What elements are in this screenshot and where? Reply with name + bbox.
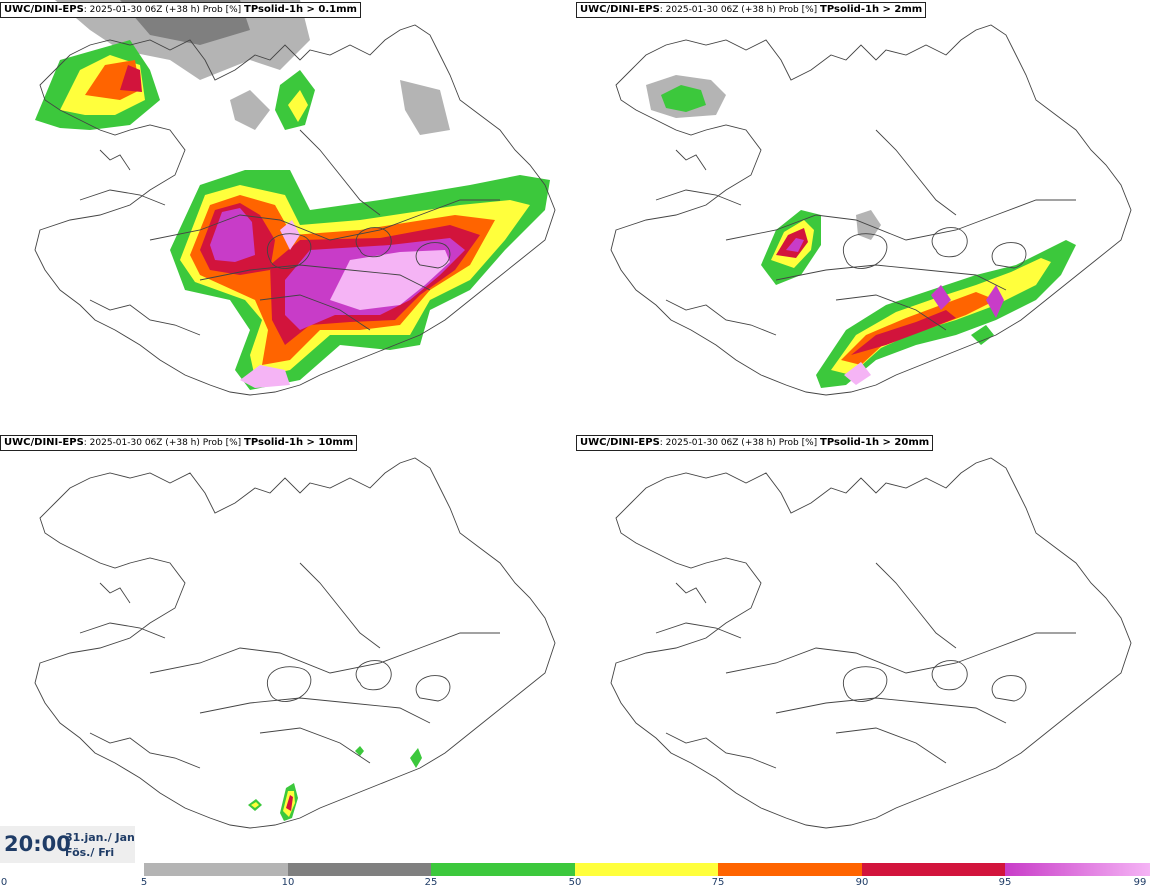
valid-date-line1: 31.jan./ Jan bbox=[65, 831, 135, 844]
legend-tick-10: 10 bbox=[281, 877, 295, 888]
field-name: TPsolid-1h > 2mm bbox=[820, 4, 923, 15]
field-name: TPsolid-1h > 20mm bbox=[820, 437, 930, 448]
iceland-coastline bbox=[610, 24, 1132, 396]
legend-tick-99: 99 bbox=[1133, 877, 1147, 888]
legend-bin-10-25 bbox=[288, 863, 431, 876]
map-panel-2mm: UWC/DINI-EPS: 2025-01-30 06Z (+38 h) Pro… bbox=[576, 0, 1146, 425]
field-name: TPsolid-1h > 10mm bbox=[244, 437, 354, 448]
map-panel-10mm: UWC/DINI-EPS: 2025-01-30 06Z (+38 h) Pro… bbox=[0, 433, 570, 858]
map-panel-0-1mm: UWC/DINI-EPS: 2025-01-30 06Z (+38 h) Pro… bbox=[0, 0, 570, 425]
iceland-coastline bbox=[610, 457, 1132, 829]
model-name: UWC/DINI-EPS bbox=[4, 437, 84, 448]
valid-date-line2: Fös./ Fri bbox=[65, 846, 115, 859]
probability-map bbox=[610, 457, 1132, 829]
legend-bin-90-95 bbox=[862, 863, 1005, 876]
probability-map bbox=[34, 457, 556, 829]
legend-colorbar bbox=[144, 863, 1150, 876]
probability-field bbox=[646, 75, 1076, 388]
run-info: : 2025-01-30 06Z (+38 h) Prob [%] bbox=[659, 438, 821, 448]
valid-time-box: 20:00 31.jan./ Jan Fös./ Fri bbox=[0, 826, 135, 863]
panel-title: UWC/DINI-EPS: 2025-01-30 06Z (+38 h) Pro… bbox=[0, 435, 358, 451]
field-name: TPsolid-1h > 0.1mm bbox=[244, 4, 357, 15]
legend-bin-75-90 bbox=[718, 863, 862, 876]
legend-tick-25: 25 bbox=[424, 877, 438, 888]
map-panel-20mm: UWC/DINI-EPS: 2025-01-30 06Z (+38 h) Pro… bbox=[576, 433, 1146, 858]
legend-bin-50-75 bbox=[575, 863, 718, 876]
legend-tick-95: 95 bbox=[998, 877, 1012, 888]
legend-tick-90: 90 bbox=[855, 877, 869, 888]
panel-title: UWC/DINI-EPS: 2025-01-30 06Z (+38 h) Pro… bbox=[576, 435, 934, 451]
probability-field bbox=[35, 0, 550, 390]
panel-title: UWC/DINI-EPS: 2025-01-30 06Z (+38 h) Pro… bbox=[0, 2, 361, 18]
legend-bin-5-10 bbox=[144, 863, 288, 876]
model-name: UWC/DINI-EPS bbox=[580, 437, 660, 448]
run-info: : 2025-01-30 06Z (+38 h) Prob [%] bbox=[83, 5, 245, 15]
run-info: : 2025-01-30 06Z (+38 h) Prob [%] bbox=[83, 438, 245, 448]
panel-title: UWC/DINI-EPS: 2025-01-30 06Z (+38 h) Pro… bbox=[576, 2, 927, 18]
iceland-coastline bbox=[34, 457, 556, 829]
probability-map bbox=[610, 24, 1132, 396]
probability-field bbox=[248, 746, 422, 821]
legend-tick-50: 50 bbox=[568, 877, 582, 888]
valid-time: 20:00 bbox=[4, 832, 71, 856]
probability-map bbox=[34, 0, 556, 396]
run-info: : 2025-01-30 06Z (+38 h) Prob [%] bbox=[659, 5, 821, 15]
iceland-coastline bbox=[34, 24, 556, 396]
legend-bin-25-50 bbox=[431, 863, 575, 876]
model-name: UWC/DINI-EPS bbox=[4, 4, 84, 15]
legend-tick-5: 5 bbox=[140, 877, 148, 888]
legend-tick-0: 0 bbox=[0, 877, 8, 888]
legend-bin-95-99 bbox=[1005, 863, 1150, 876]
model-name: UWC/DINI-EPS bbox=[580, 4, 660, 15]
legend-tick-75: 75 bbox=[711, 877, 725, 888]
